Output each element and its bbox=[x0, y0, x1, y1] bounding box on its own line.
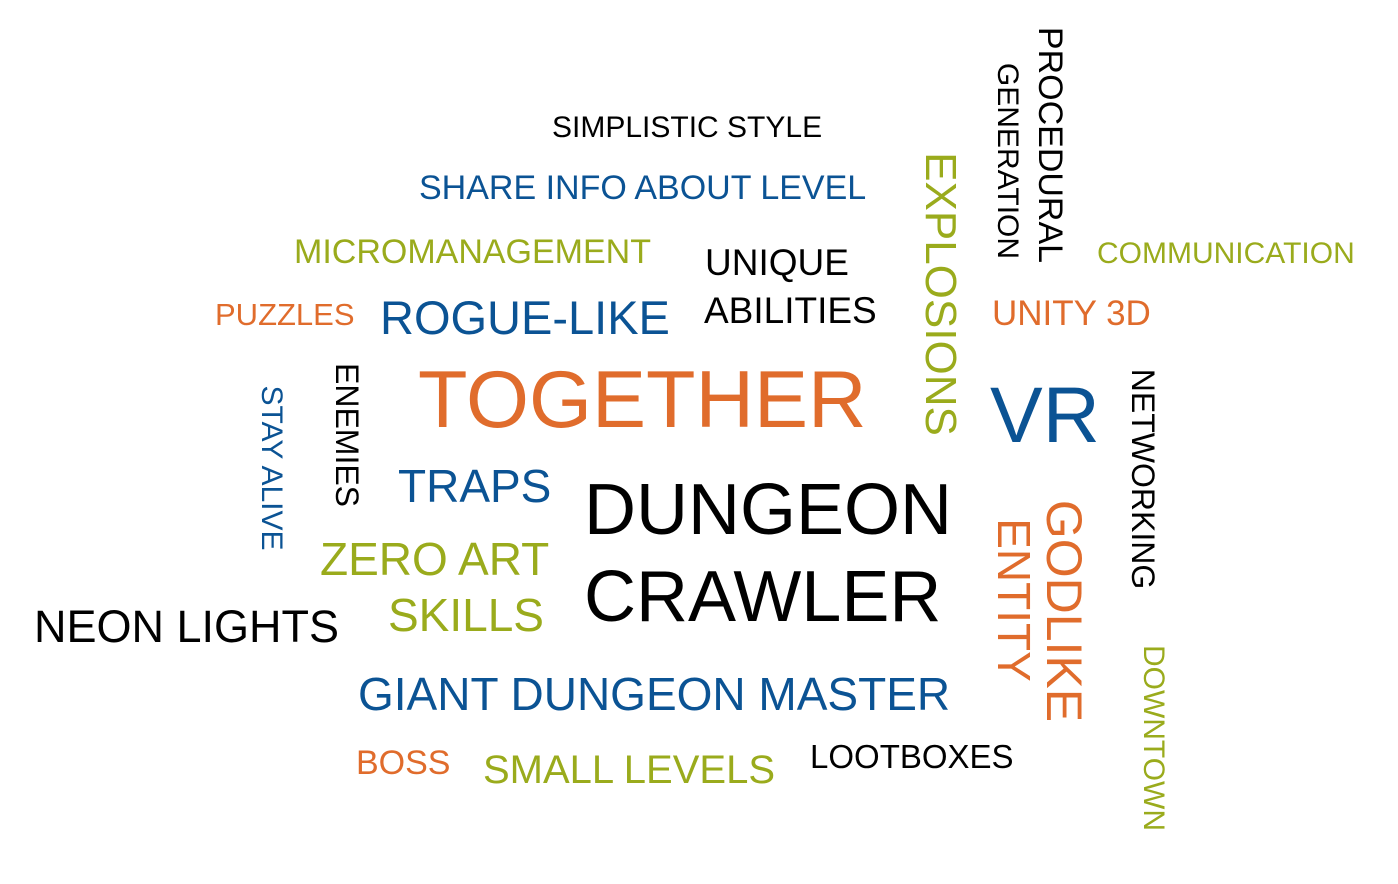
word-communication: COMMUNICATION bbox=[1097, 237, 1355, 270]
word-skills: SKILLS bbox=[388, 589, 544, 641]
word-entity: ENTITY bbox=[988, 518, 1040, 682]
word-crawler: CRAWLER bbox=[584, 557, 942, 637]
word-boss: BOSS bbox=[356, 744, 451, 782]
word-explosions: EXPLOSIONS bbox=[916, 152, 965, 436]
word-stay-alive: STAY ALIVE bbox=[255, 385, 288, 551]
word-vr: VR bbox=[990, 370, 1100, 459]
word-rogue-like: ROGUE-LIKE bbox=[380, 291, 670, 344]
word-share-info-about-level: SHARE INFO ABOUT LEVEL bbox=[419, 169, 867, 207]
word-simplistic-style: SIMPLISTIC STYLE bbox=[552, 111, 823, 144]
word-unique: UNIQUE bbox=[705, 242, 849, 283]
word-abilities: ABILITIES bbox=[704, 290, 877, 331]
word-unity-3d: UNITY 3D bbox=[992, 294, 1151, 333]
word-giant-dungeon-master: GIANT DUNGEON MASTER bbox=[358, 668, 951, 720]
word-zero-art: ZERO ART bbox=[320, 533, 550, 585]
word-traps: TRAPS bbox=[398, 460, 552, 512]
word-godlike: GODLIKE bbox=[1036, 499, 1092, 723]
word-neon-lights: NEON LIGHTS bbox=[34, 601, 340, 652]
word-networking: NETWORKING bbox=[1125, 368, 1161, 590]
word-puzzles: PUZZLES bbox=[215, 297, 355, 332]
word-together: TOGETHER bbox=[418, 355, 867, 445]
word-dungeon: DUNGEON bbox=[584, 470, 953, 550]
word-procedural: PROCEDURAL bbox=[1031, 26, 1069, 264]
word-lootboxes: LOOTBOXES bbox=[810, 738, 1014, 775]
word-small-levels: SMALL LEVELS bbox=[483, 748, 776, 792]
word-generation: GENERATION bbox=[991, 62, 1024, 260]
word-enemies: ENEMIES bbox=[329, 362, 365, 508]
word-downtown: DOWNTOWN bbox=[1137, 644, 1170, 832]
word-micromanagement: MICROMANAGEMENT bbox=[294, 233, 651, 271]
